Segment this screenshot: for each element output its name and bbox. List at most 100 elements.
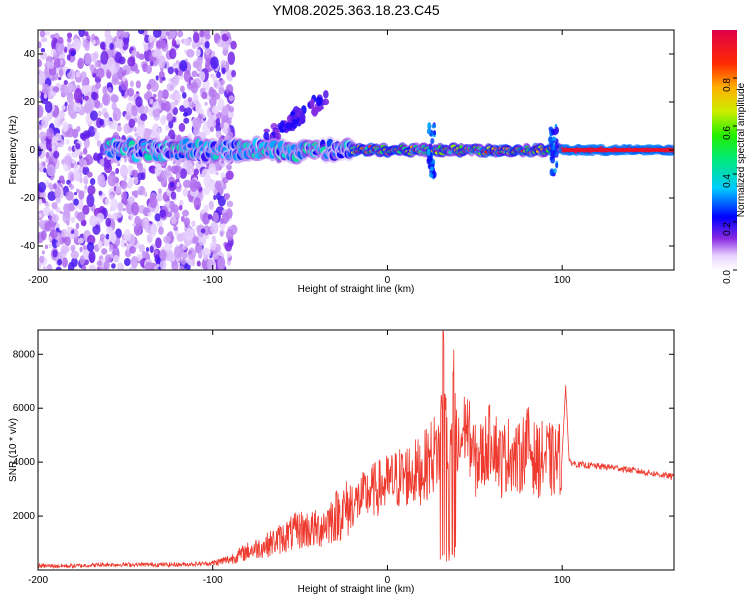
spectrogram-noise-cell [111, 263, 116, 269]
spectrogram-noise-cell [52, 183, 57, 190]
spectrogram-noise-cell [133, 126, 137, 133]
spectrogram-noise-cell [166, 31, 170, 36]
spectrogram-noise-cell [51, 213, 60, 223]
snr-y-tick-label: 8000 [13, 349, 36, 360]
spectrogram-noise-cell [116, 125, 122, 132]
spectrogram-noise-cell [182, 187, 189, 197]
spectrogram-noise-cell [133, 176, 139, 185]
spectrogram-noise-cell [45, 152, 50, 159]
spectrogram-x-tick-label: 100 [554, 275, 571, 286]
spectrogram-noise-cell [201, 168, 211, 179]
spectrogram-noise-cell [78, 30, 86, 38]
spectrogram-noise-cell [108, 121, 114, 129]
spectrogram-noise-cell [38, 161, 42, 169]
spectrogram-burst-cell [550, 156, 556, 164]
spectrogram-noise-cell [165, 124, 170, 131]
spectrogram-noise-cell [55, 206, 61, 214]
spectrogram-noise-cell [46, 127, 54, 140]
spectrogram-noise-cell [217, 256, 226, 270]
spectrogram-noise-cell [67, 164, 72, 171]
spectrogram-noise-cell [61, 229, 67, 238]
spectrogram-noise-cell [177, 30, 184, 38]
spectrogram-burst-cell [427, 122, 432, 130]
spectrogram-noise-cell [143, 44, 149, 52]
spectrogram-noise-cell [121, 191, 128, 201]
spectrogram-noise-cell [154, 213, 161, 222]
spectrogram-noise-cell [65, 139, 70, 145]
spectrogram-noise-cell [150, 81, 159, 93]
spectrogram-noise-cell [64, 155, 73, 166]
spectrogram-noise-cell [178, 122, 186, 133]
spectrogram-noise-cell [159, 259, 167, 270]
spectrogram-noise-cell [126, 111, 131, 116]
spectrogram-noise-cell [215, 171, 219, 176]
spectrogram-noise-cell [117, 210, 123, 218]
colorbar-gradient [712, 30, 737, 270]
spectrogram-noise-cell [45, 30, 51, 37]
spectrogram-noise-cell [213, 194, 217, 201]
spectrogram-noise-cell [116, 39, 124, 49]
spectrogram-noise-cell [128, 126, 134, 132]
spectrogram-noise-cell [117, 122, 121, 127]
spectrogram-noise-cell [127, 87, 135, 97]
spectrogram-noise-cell [195, 49, 201, 57]
spectrogram-noise-cell [41, 197, 46, 204]
spectrogram-noise-cell [169, 48, 177, 60]
spectrogram-noise-cell [109, 243, 114, 250]
spectrogram-noise-cell [209, 241, 217, 251]
spectrogram-noise-cell [38, 181, 47, 193]
spectrogram-noise-cell [90, 36, 94, 43]
spectrogram-noise-cell [111, 72, 119, 84]
spectrogram-noise-cell [42, 83, 51, 95]
spectrogram-noise-cell [128, 196, 135, 205]
spectrogram-noise-cell [136, 228, 140, 234]
spectrogram-noise-cell [123, 257, 131, 267]
spectrogram-noise-cell [38, 143, 41, 147]
spectrogram-noise-cell [97, 240, 103, 249]
spectrogram-noise-cell [75, 143, 81, 150]
spectrogram-noise-cell [218, 87, 225, 95]
spectrogram-noise-cell [160, 102, 166, 111]
spectrogram-noise-cell [83, 138, 90, 149]
spectrogram-noise-cell [66, 226, 72, 234]
spectrogram-noise-cell [149, 194, 158, 209]
spectrogram-signal-line [562, 148, 674, 152]
spectrogram-noise-cell [151, 123, 161, 138]
spectrogram-noise-cell [76, 211, 86, 222]
spectrogram-noise-cell [161, 89, 169, 100]
spectrogram-noise-cell [46, 164, 56, 177]
spectrogram-noise-cell [75, 188, 80, 194]
spectrogram-noise-cell [158, 226, 164, 235]
spectrogram-noise-cell [51, 91, 57, 97]
spectrogram-noise-cell [207, 213, 213, 220]
spectrogram-noise-cell [138, 53, 145, 60]
spectrogram-noise-cell [76, 125, 81, 133]
spectrogram-noise-cell [156, 259, 161, 265]
spectrogram-noise-cell [145, 247, 150, 252]
spectrogram-noise-cell [96, 39, 101, 46]
spectrogram-x-axis-title: Height of straight line (km) [298, 284, 415, 295]
spectrogram-noise-cell [41, 250, 45, 255]
spectrogram-noise-cell [157, 188, 162, 195]
spectrogram-noise-cell [91, 58, 95, 62]
spectrogram-noise-cell [200, 228, 206, 234]
spectrogram-noise-cell [172, 106, 179, 116]
spectrogram-noise-cell [48, 182, 53, 190]
spectrogram-noise-cell [180, 232, 187, 239]
spectrogram-noise-cell [38, 124, 43, 131]
spectrogram-noise-cell [196, 62, 202, 72]
spectrogram-noise-cell [66, 37, 72, 43]
spectrogram-noise-cell [64, 209, 71, 219]
spectrogram-noise-cell [207, 111, 212, 118]
spectrogram-noise-cell [45, 139, 52, 151]
spectrogram-noise-cell [83, 189, 87, 194]
spectrogram-noise-cell [152, 108, 161, 118]
spectrogram-noise-cell [38, 70, 41, 75]
spectrogram-y-tick-label: 0 [29, 145, 35, 156]
spectrogram-noise-cell [219, 121, 225, 129]
spectrogram-noise-cell [215, 122, 222, 133]
spectrogram-noise-cell [144, 222, 152, 234]
spectrogram-noise-cell [152, 30, 162, 38]
spectrogram-noise-cell [100, 50, 109, 65]
spectrogram-noise-cell [211, 235, 216, 242]
